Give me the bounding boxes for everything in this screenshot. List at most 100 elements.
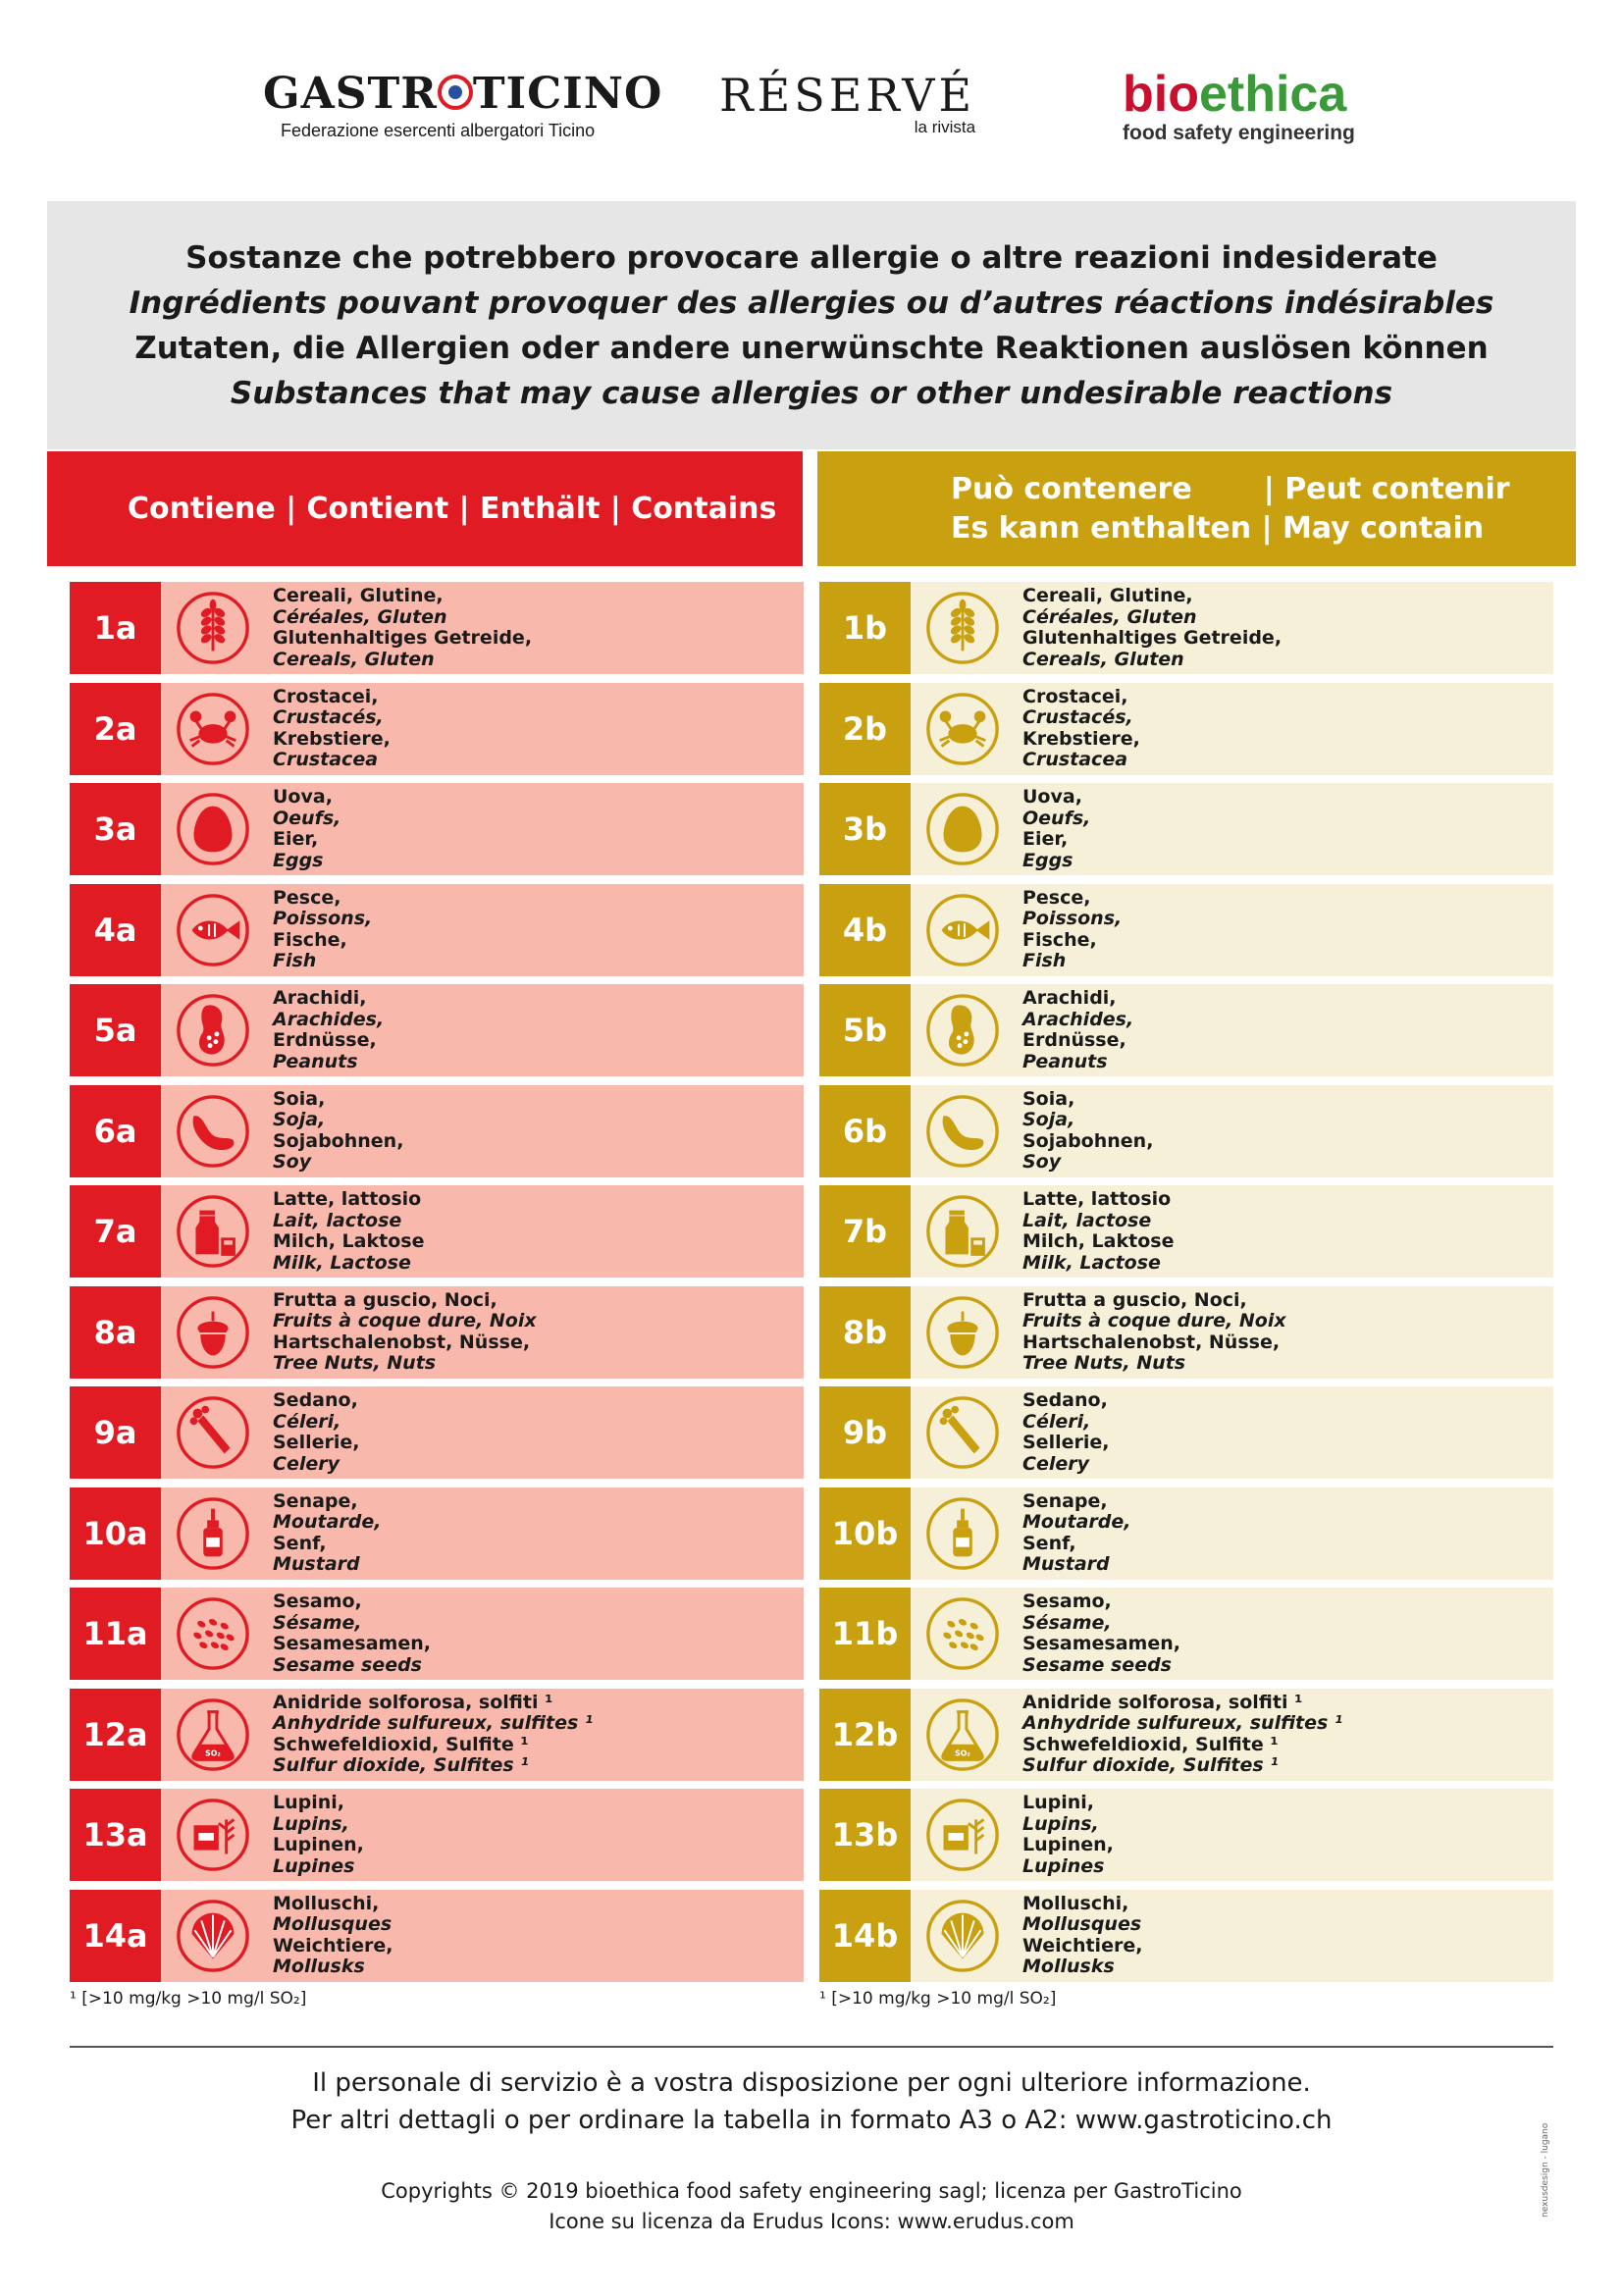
- allergen-name-line: Lupines: [273, 1854, 355, 1877]
- may-contain-row-8b: 8b Frutta a guscio, Noci, Fruits à coque d…: [819, 1285, 1553, 1379]
- allergen-name-line: Mustard: [273, 1553, 360, 1575]
- gastroticino-subtitle: Federazione esercenti albergatori Ticino: [281, 121, 596, 140]
- may-contain-header: Può contenere | Peut contenir Es kann en…: [817, 451, 1576, 566]
- may-contain-row-14b: 14b Molluschi, Mollusques Weichtiere, Mollus…: [819, 1889, 1553, 1982]
- allergen-name-line: Krebstiere,: [273, 727, 391, 750]
- allergen-names: Latte, lattosio Lait, lactose Milch, Lakto…: [1022, 1188, 1175, 1274]
- allergen-name-line: Senape,: [273, 1489, 358, 1512]
- allergen-code: 11a: [70, 1588, 161, 1680]
- allergen-code: 1b: [819, 582, 911, 674]
- allergen-name-line: Uova,: [1022, 786, 1082, 808]
- allergen-name-line: Eier,: [1022, 828, 1069, 850]
- allergen-name-line: Eggs: [1022, 849, 1073, 871]
- nut-icon: [177, 1295, 249, 1369]
- allergen-cell: Senape, Moutarde, Senf, Mustard: [911, 1487, 1553, 1580]
- allergen-name-line: Soy: [273, 1151, 312, 1173]
- contains-row-4a: 4a Pesce, Poissons, Fische, Fish: [70, 883, 804, 976]
- allergen-name-line: Sesame seeds: [1022, 1653, 1172, 1676]
- allergen-name-line: Sesamesamen,: [1022, 1633, 1180, 1654]
- allergen-name-line: Arachidi,: [1022, 987, 1117, 1009]
- allergen-name-line: Fish: [273, 950, 317, 971]
- milk-icon: [177, 1195, 249, 1268]
- contains-row-6a: 6a Soia, Soja, Sojabohnen, Soy: [70, 1084, 804, 1177]
- allergen-code: 12b: [819, 1688, 911, 1781]
- allergen-names: Pesce, Poissons, Fische, Fish: [1022, 887, 1122, 972]
- allergen-code: 1a: [70, 582, 161, 674]
- allergen-names: Senape, Moutarde, Senf, Mustard: [1022, 1490, 1130, 1576]
- allergen-code: 7b: [819, 1185, 911, 1278]
- reserve-subtitle: la rivista: [914, 118, 976, 136]
- allergen-name-line: Sésame,: [1022, 1611, 1112, 1634]
- allergen-name-line: Sellerie,: [273, 1432, 360, 1453]
- allergen-names: Arachidi, Arachides, Erdnüsse, Peanuts: [1022, 987, 1133, 1072]
- may-contain-row-1b: 1b Cereali, Glutine, Céréales, Gluten Glute…: [819, 582, 1553, 674]
- allergen-name-line: Sojabohnen,: [273, 1129, 404, 1152]
- allergen-name-line: Anhydride sulfureux, sulfites ¹: [1022, 1712, 1343, 1734]
- allergen-code: 13b: [819, 1789, 911, 1881]
- allergen-name-line: Mollusks: [1022, 1956, 1115, 1977]
- allergen-names: Uova, Oeufs, Eier, Eggs: [273, 786, 340, 871]
- allergen-name-line: Sesamesamen,: [273, 1633, 431, 1654]
- allergen-name-line: Cereals, Gluten: [1022, 648, 1184, 670]
- peanut-icon: [926, 994, 999, 1067]
- celery-icon: [926, 1396, 999, 1469]
- allergen-name-line: Milk, Lactose: [273, 1251, 411, 1274]
- crab-icon: [177, 692, 249, 765]
- allergen-name-line: Soy: [1022, 1151, 1062, 1173]
- shell-icon: [177, 1899, 249, 1972]
- allergen-cell: Molluschi, Mollusques Weichtiere, Mollusks: [161, 1889, 804, 1982]
- allergen-name-line: Sellerie,: [1022, 1432, 1110, 1453]
- designer-credit: nexusdesign - lugano: [1541, 2122, 1550, 2218]
- allergen-name-line: Mollusques: [1022, 1913, 1142, 1935]
- sesame-icon: [926, 1597, 999, 1670]
- allergen-code: 8b: [819, 1285, 911, 1379]
- gastroticino-name-part-1: GASTR: [263, 69, 438, 119]
- allergen-name-line: Krebstiere,: [1022, 727, 1140, 750]
- allergen-name-line: Soia,: [273, 1087, 326, 1110]
- allergen-name-line: Soja,: [1022, 1109, 1075, 1130]
- allergen-code: 2b: [819, 682, 911, 775]
- allergen-name-line: Sulfur dioxide, Sulfites ¹: [273, 1754, 529, 1776]
- allergen-name-line: Anidride solforosa, solfiti ¹: [1022, 1691, 1303, 1713]
- allergen-cell: SO₂ Anidride solforosa, solfiti ¹ Anhydrid…: [911, 1688, 1553, 1781]
- logo-bar: GASTR TICINO Federazione esercenti alberg…: [47, 69, 1576, 177]
- contains-row-1a: 1a Cereali, Glutine, Céréales, Gluten Glute…: [70, 582, 804, 674]
- contains-header: Contiene | Contient | Enthält | Contains: [47, 451, 803, 566]
- allergen-name-line: Sésame,: [273, 1611, 362, 1634]
- title-english: Substances that may cause allergies or o…: [230, 375, 1393, 411]
- title-german: Zutaten, die Allergien oder andere unerw…: [134, 330, 1489, 366]
- allergen-cell: Lupini, Lupins, Lupinen, Lupines: [161, 1789, 804, 1881]
- allergen-code: 10b: [819, 1487, 911, 1580]
- fish-icon: [177, 893, 249, 966]
- allergen-name-line: Lupines: [1022, 1854, 1105, 1877]
- allergen-cell: Arachidi, Arachides, Erdnüsse, Peanuts: [911, 984, 1553, 1076]
- allergen-name-line: Schwefeldioxid, Sulfite ¹: [273, 1733, 529, 1755]
- allergen-name-line: Senf,: [1022, 1532, 1076, 1554]
- allergen-name-line: Crustacea: [273, 749, 379, 770]
- contains-row-2a: 2a Crostacei, Crustacés, Krebstiere, Crustac…: [70, 682, 804, 775]
- allergen-name-line: Lupinen,: [273, 1834, 364, 1855]
- allergen-name-line: Céréales, Gluten: [273, 605, 447, 628]
- allergen-name-line: Molluschi,: [273, 1892, 380, 1914]
- allergen-names: Crostacei, Crustacés, Krebstiere, Crustacea: [1022, 686, 1140, 771]
- allergen-cell: Sedano, Céleri, Sellerie, Celery: [911, 1386, 1553, 1479]
- allergen-name-line: Lupins,: [1022, 1812, 1099, 1835]
- allergen-code: 6a: [70, 1084, 161, 1177]
- title-box: Sostanze che potrebbero provocare allerg…: [47, 201, 1576, 449]
- allergen-cell: Cereali, Glutine, Céréales, Gluten Glutenh…: [161, 582, 804, 674]
- footer-icon-credits: Icone su licenza da Erudus Icons: www.er…: [549, 2210, 1074, 2233]
- allergen-name-line: Mustard: [1022, 1553, 1110, 1575]
- bioethica-name-part-1: bio: [1123, 66, 1199, 123]
- allergen-code: 5a: [70, 984, 161, 1076]
- allergen-name-line: Mollusques: [273, 1913, 393, 1935]
- footer-copyright: Copyrights © 2019 bioethica food safety …: [381, 2179, 1242, 2203]
- contains-row-7a: 7a Latte, lattosio Lait, lactose Milch, Lak…: [70, 1185, 804, 1278]
- allergen-name-line: Milch, Laktose: [1022, 1230, 1175, 1252]
- allergen-names: Latte, lattosio Lait, lactose Milch, Lakto…: [273, 1188, 424, 1274]
- lupin-icon: [926, 1799, 999, 1871]
- allergen-names: Crostacei, Crustacés, Krebstiere, Crustacea: [273, 686, 391, 771]
- allergen-name-line: Crustacés,: [1022, 706, 1133, 728]
- allergen-name-line: Senf,: [273, 1532, 327, 1554]
- allergen-code: 3a: [70, 783, 161, 875]
- allergen-name-line: Pesce,: [273, 886, 341, 909]
